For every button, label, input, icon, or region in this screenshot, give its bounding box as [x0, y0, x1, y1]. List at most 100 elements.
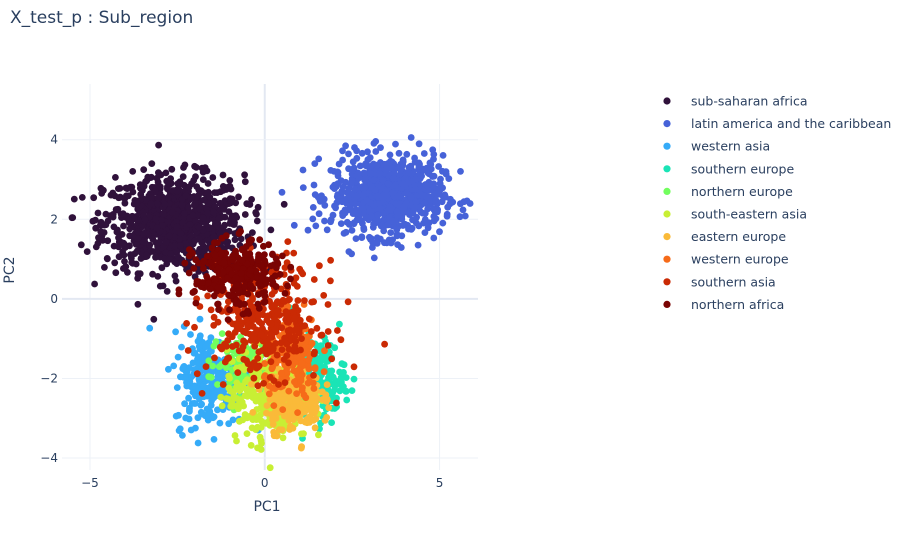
data-point — [389, 217, 396, 225]
legend-marker — [663, 210, 671, 218]
data-point — [237, 275, 245, 283]
data-point — [439, 219, 447, 227]
data-point — [92, 216, 99, 224]
data-point — [218, 204, 226, 211]
data-point — [134, 230, 142, 237]
data-point — [284, 238, 292, 246]
data-point — [231, 236, 239, 244]
legend-item[interactable]: eastern europe — [663, 229, 786, 244]
data-point — [246, 201, 254, 208]
legend-marker — [663, 278, 671, 286]
data-point — [178, 201, 186, 209]
data-point — [324, 301, 332, 308]
data-point — [220, 259, 228, 267]
data-point — [193, 370, 201, 378]
data-point — [241, 283, 249, 291]
data-point — [155, 141, 163, 149]
data-point — [463, 197, 471, 205]
data-point — [333, 394, 340, 402]
data-point — [77, 241, 85, 249]
data-point — [255, 305, 263, 312]
data-point — [435, 163, 442, 170]
data-point — [286, 332, 293, 340]
data-point — [188, 373, 195, 381]
data-point — [185, 394, 193, 402]
data-point — [411, 203, 419, 211]
data-point — [181, 259, 189, 267]
data-point — [321, 217, 328, 225]
data-point — [204, 292, 212, 300]
data-point — [148, 160, 156, 168]
data-point — [156, 282, 164, 290]
data-point — [168, 165, 176, 173]
data-point — [267, 411, 275, 418]
data-point — [253, 217, 261, 225]
series-northern-africa — [175, 228, 295, 323]
legend-item[interactable]: southern asia — [663, 274, 776, 289]
data-point — [270, 432, 278, 440]
legend-item[interactable]: southern europe — [663, 161, 794, 176]
data-point — [331, 382, 338, 389]
data-point — [414, 241, 422, 249]
data-point — [229, 252, 237, 260]
data-point — [415, 159, 423, 167]
data-point — [247, 302, 255, 310]
series-latin-america-and-the-caribbean — [278, 134, 474, 262]
data-point — [206, 285, 214, 293]
data-point — [287, 275, 294, 283]
legend-item[interactable]: northern africa — [663, 297, 784, 312]
data-point — [297, 346, 304, 354]
legend-item[interactable]: sub-saharan africa — [663, 94, 808, 109]
data-point — [321, 417, 329, 424]
data-point — [191, 400, 199, 407]
data-point — [273, 299, 281, 307]
data-point — [140, 182, 148, 190]
data-point — [173, 188, 181, 196]
data-point — [457, 200, 464, 208]
data-point — [125, 216, 132, 224]
data-point — [377, 144, 384, 152]
data-point — [254, 203, 262, 211]
legend-item[interactable]: western europe — [663, 252, 789, 267]
data-point — [132, 241, 140, 248]
data-point — [267, 320, 275, 328]
data-point — [395, 149, 403, 157]
data-point — [218, 330, 226, 337]
data-point — [129, 232, 137, 240]
legend-item[interactable]: south-eastern asia — [663, 207, 807, 222]
legend-item[interactable]: western asia — [663, 139, 770, 154]
data-point — [226, 306, 233, 314]
data-point — [406, 209, 413, 217]
data-point — [126, 183, 134, 191]
data-point — [430, 234, 438, 242]
data-point — [348, 387, 356, 394]
data-point — [407, 134, 415, 141]
data-point — [387, 229, 395, 237]
data-point — [263, 402, 271, 409]
data-point — [115, 185, 122, 193]
data-point — [241, 171, 249, 179]
data-point — [243, 357, 250, 365]
data-point — [405, 169, 413, 177]
data-point — [325, 404, 333, 412]
data-point — [78, 194, 86, 201]
data-point — [205, 279, 212, 287]
legend-item[interactable]: northern europe — [663, 184, 793, 199]
data-point — [327, 218, 334, 226]
data-point — [210, 394, 218, 402]
data-point — [133, 247, 141, 255]
data-point — [160, 211, 167, 218]
data-point — [279, 434, 287, 442]
data-point — [165, 193, 173, 201]
data-point — [199, 168, 207, 176]
data-point — [281, 290, 289, 297]
legend-item[interactable]: latin america and the caribbean — [663, 116, 891, 131]
data-point — [199, 176, 207, 184]
data-point — [146, 241, 154, 249]
data-point — [154, 273, 162, 280]
data-point — [187, 194, 195, 202]
data-point — [342, 228, 350, 236]
data-point — [225, 372, 233, 380]
data-point — [224, 316, 232, 323]
data-point — [380, 227, 388, 235]
